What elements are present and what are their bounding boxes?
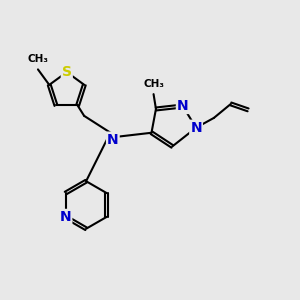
Text: CH₃: CH₃ (143, 79, 164, 89)
Text: CH₃: CH₃ (28, 54, 49, 64)
Text: N: N (190, 121, 202, 135)
Text: S: S (62, 65, 72, 79)
Text: N: N (177, 99, 188, 113)
Text: N: N (107, 133, 119, 147)
Text: N: N (60, 210, 71, 224)
